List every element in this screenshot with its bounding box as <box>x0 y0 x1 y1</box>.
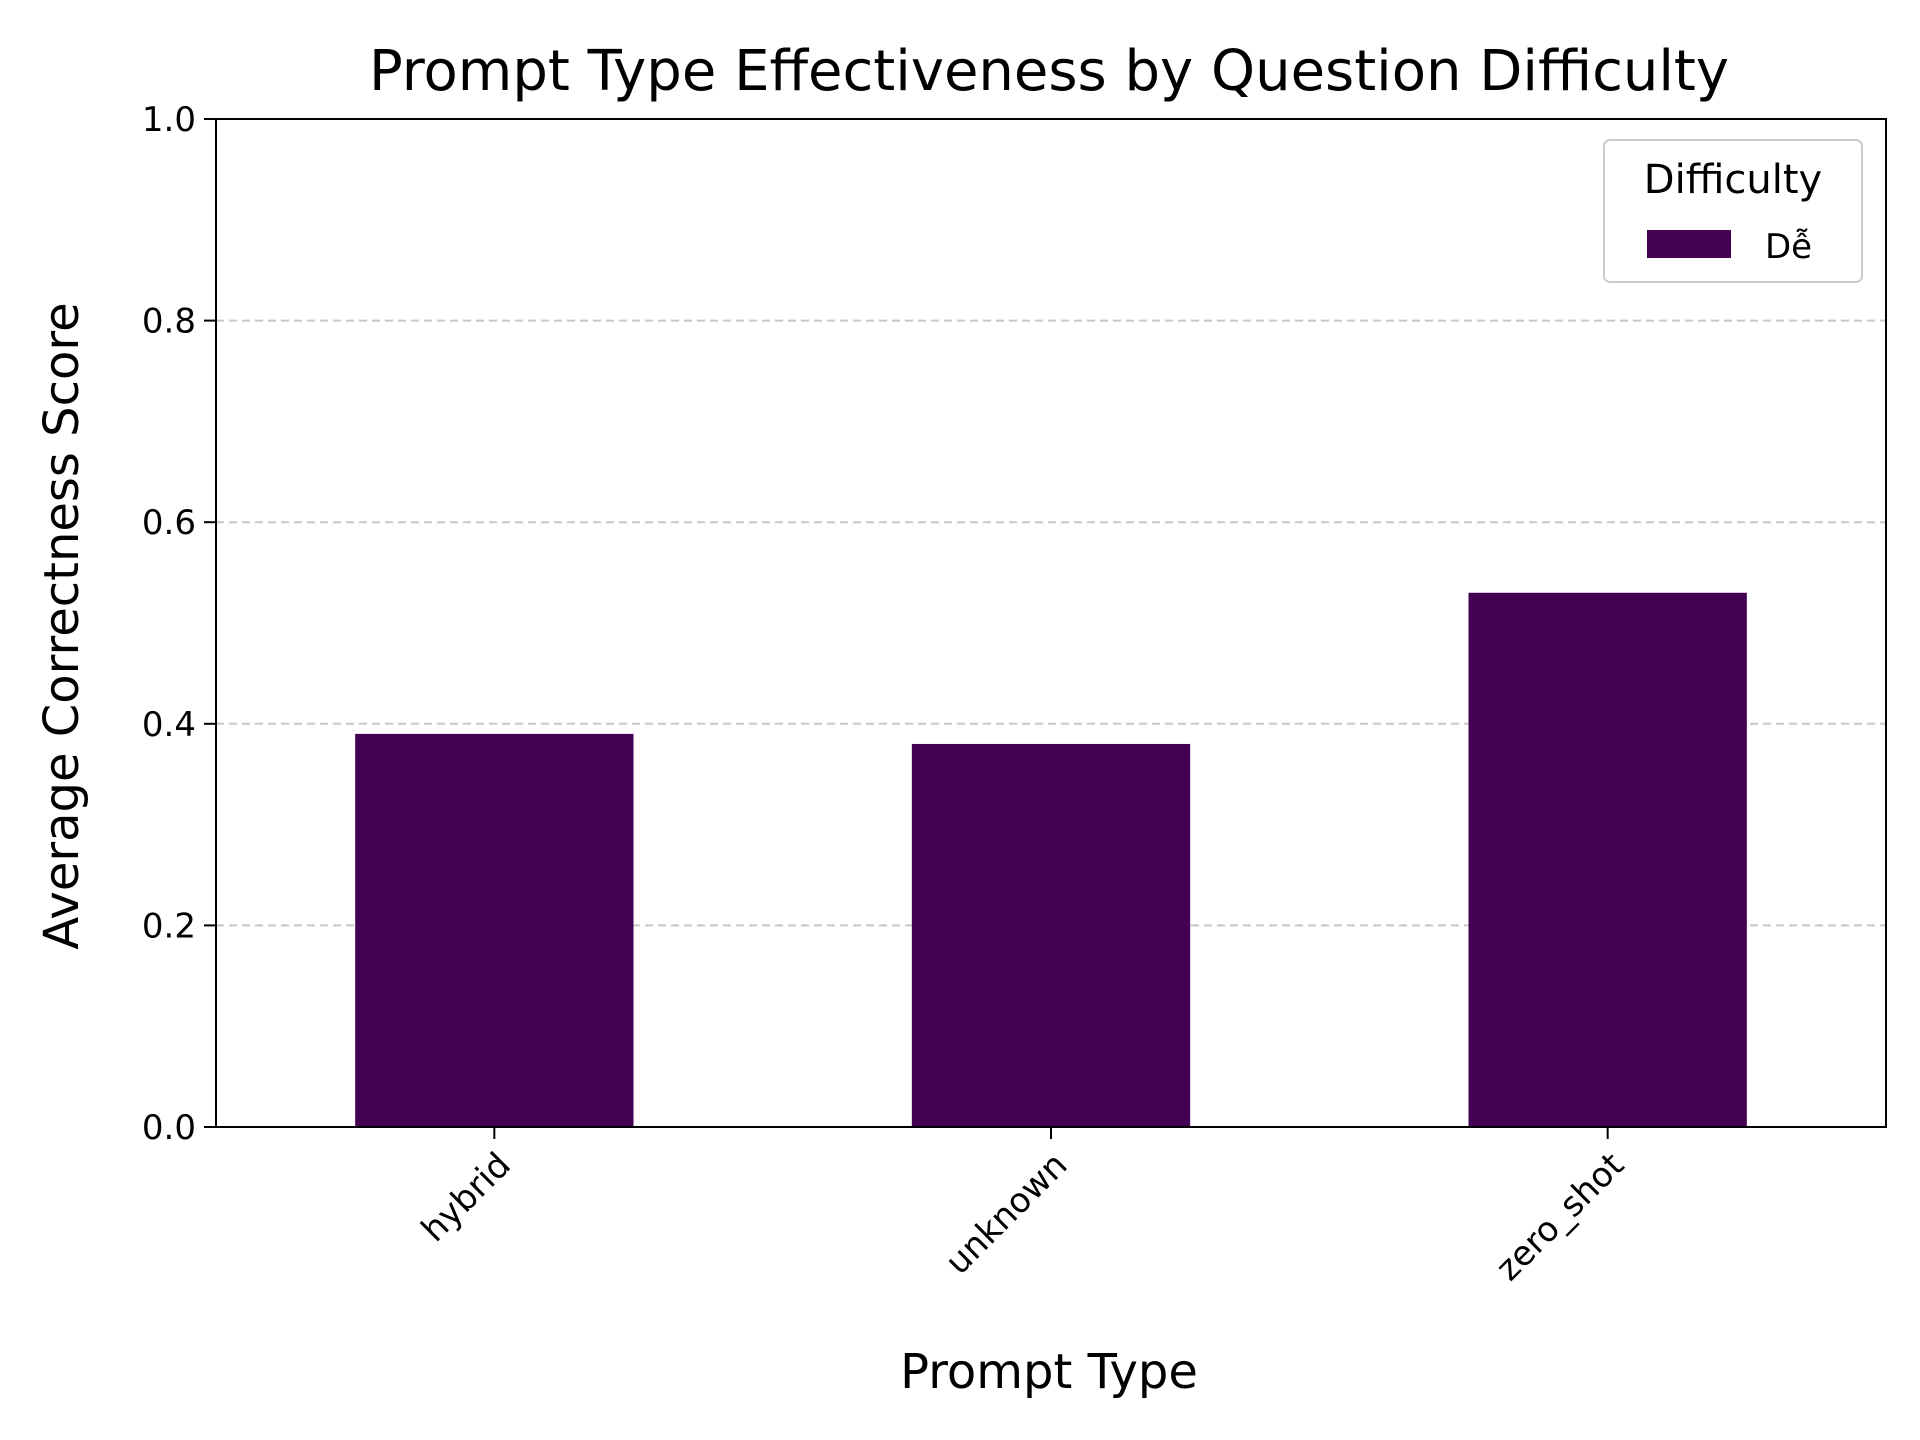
y-tick-label: 1.0 <box>142 100 196 140</box>
x-tick-label: zero_shot <box>1488 1145 1632 1289</box>
y-tick-label: 0.4 <box>142 705 196 745</box>
x-tick-label: unknown <box>938 1145 1076 1283</box>
legend: Difficulty Dễ <box>1603 139 1863 283</box>
bars <box>355 592 1747 1127</box>
bar-unknown <box>911 743 1191 1127</box>
legend-entry-label: Dễ <box>1765 227 1812 267</box>
y-tick-label: 0.8 <box>142 302 196 342</box>
bar-hybrid <box>355 733 634 1127</box>
x-tick-label: hybrid <box>414 1145 519 1250</box>
legend-swatch <box>1647 230 1731 258</box>
legend-title: Difficulty <box>1644 157 1822 203</box>
chart-title: Prompt Type Effectiveness by Question Di… <box>369 39 1729 104</box>
y-axis-ticks: 0.0 0.2 0.4 0.6 0.8 1.0 <box>142 100 216 1148</box>
x-axis-label: Prompt Type <box>900 1344 1198 1400</box>
y-tick-label: 0.0 <box>142 1108 196 1148</box>
bar-zero_shot <box>1468 592 1747 1127</box>
y-axis-label: Average Correctness Score <box>34 302 90 949</box>
x-axis-ticks: hybrid unknown zero_shot <box>414 1127 1632 1289</box>
y-tick-label: 0.2 <box>142 906 196 946</box>
y-tick-label: 0.6 <box>142 503 196 543</box>
